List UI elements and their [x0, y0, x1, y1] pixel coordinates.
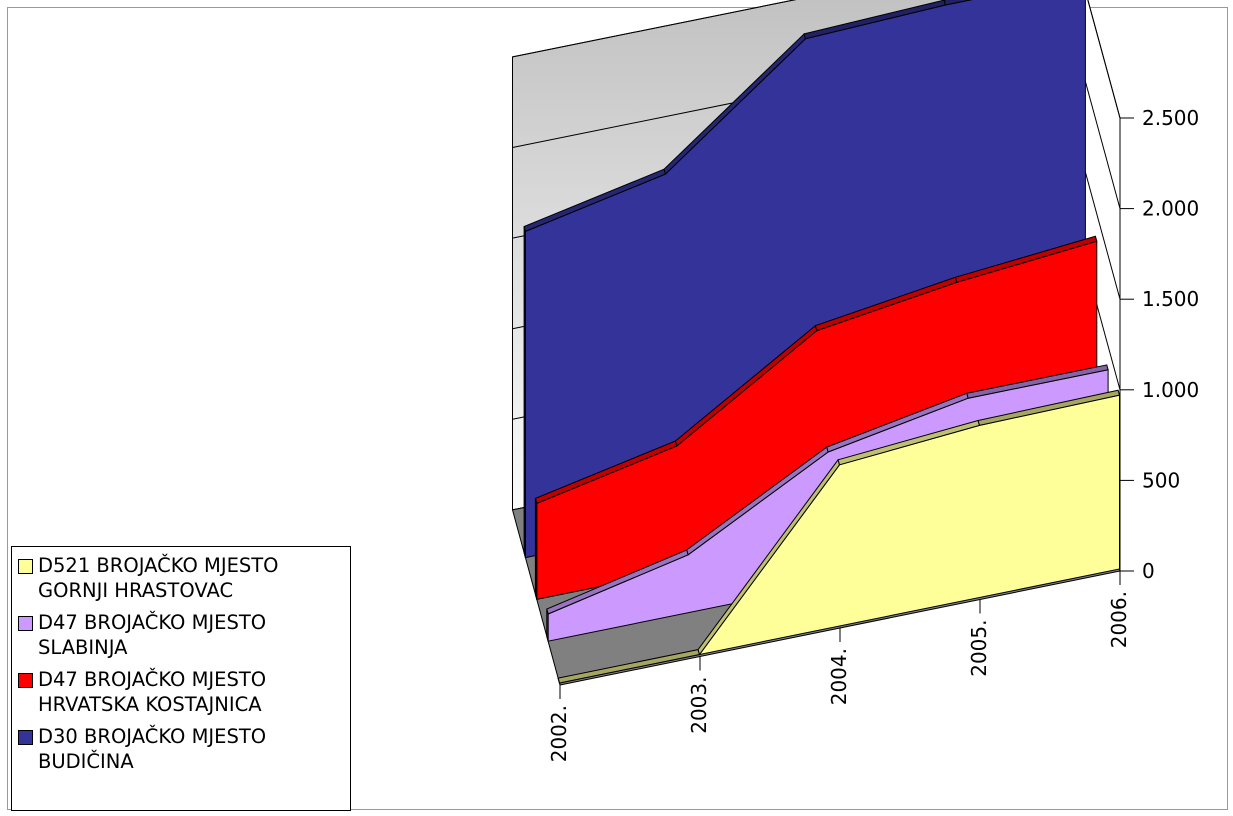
series-top-face — [977, 389, 1121, 426]
series-end-face — [523, 226, 526, 558]
x-tick-label: 2006. — [1107, 591, 1131, 648]
series-end-face — [546, 608, 549, 642]
legend-swatch — [18, 559, 33, 574]
legend-item: D30 BROJAČKO MJESTO BUDIČINA — [18, 724, 346, 774]
series-group — [557, 389, 1121, 684]
legend-swatch — [18, 730, 33, 745]
y-tick-label: 2.000 — [1142, 197, 1199, 221]
gridline — [512, 0, 1121, 119]
y-tick-label: 1.500 — [1142, 287, 1199, 311]
legend-item: D47 BROJAČKO MJESTO HRVATSKA KOSTAJNICA — [18, 667, 346, 717]
legend-label: D521 BROJAČKO MJESTO GORNJI HRASTOVAC — [38, 554, 279, 602]
legend-item: D521 BROJAČKO MJESTO GORNJI HRASTOVAC — [18, 553, 346, 603]
series-end-face — [557, 677, 560, 684]
y-tick-label: 2.500 — [1142, 106, 1199, 130]
x-tick-label: 2002. — [547, 705, 571, 762]
legend-item: D47 BROJAČKO MJESTO SLABINJA — [18, 610, 346, 660]
legend-label: D47 BROJAČKO MJESTO HRVATSKA KOSTAJNICA — [38, 668, 267, 716]
legend: D521 BROJAČKO MJESTO GORNJI HRASTOVAC D4… — [11, 546, 351, 811]
x-tick-label: 2004. — [827, 648, 851, 705]
y-tick-label: 0 — [1142, 559, 1155, 583]
y-tick-label: 1.000 — [1142, 378, 1199, 402]
legend-label: D47 BROJAČKO MJESTO SLABINJA — [38, 611, 267, 659]
series-end-face — [534, 498, 538, 600]
series-top-face — [943, 0, 973, 6]
x-tick-label: 2003. — [687, 677, 711, 734]
legend-swatch — [18, 673, 33, 688]
legend-label: D30 BROJAČKO MJESTO BUDIČINA — [38, 725, 267, 773]
legend-swatch — [18, 616, 33, 631]
series-top-face — [966, 364, 1109, 399]
series-top-face — [954, 235, 1098, 283]
y-tick-label: 500 — [1142, 468, 1180, 492]
x-tick-label: 2005. — [967, 620, 991, 677]
